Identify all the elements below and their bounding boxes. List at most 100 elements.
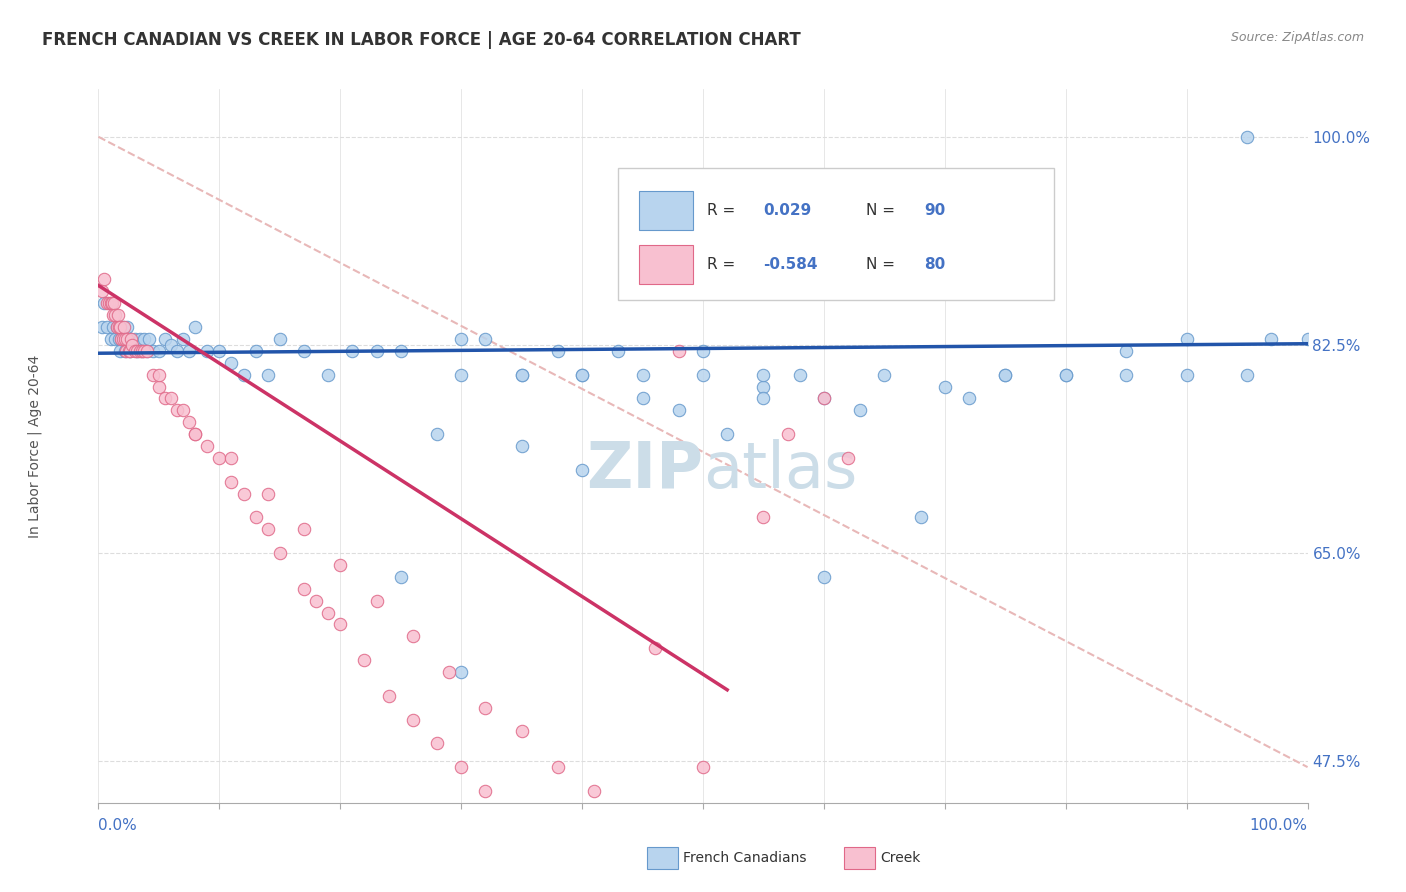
Point xyxy=(110,332,132,346)
Point xyxy=(256,486,278,500)
Point xyxy=(1175,368,1198,382)
Point xyxy=(128,332,150,346)
Point xyxy=(153,332,176,346)
Point xyxy=(292,522,315,536)
Point xyxy=(692,760,714,774)
Point xyxy=(101,320,124,334)
Point xyxy=(957,392,980,406)
Point xyxy=(221,450,243,465)
Point xyxy=(98,296,121,310)
Point xyxy=(450,665,472,679)
Point xyxy=(104,332,127,346)
Point xyxy=(305,593,328,607)
Point xyxy=(135,343,157,358)
Point xyxy=(108,343,131,358)
Text: R =: R = xyxy=(707,257,735,271)
Point xyxy=(583,784,606,798)
Point xyxy=(366,343,388,358)
Bar xyxy=(638,244,693,284)
Point xyxy=(142,343,165,358)
Point xyxy=(571,368,593,382)
Point xyxy=(100,332,122,346)
Point xyxy=(166,343,188,358)
Point xyxy=(221,356,243,370)
Point xyxy=(124,332,146,346)
Point xyxy=(692,368,714,382)
Point xyxy=(208,450,231,465)
Point xyxy=(114,343,136,358)
Point xyxy=(437,665,460,679)
Point xyxy=(474,332,496,346)
Point xyxy=(166,403,188,417)
Point xyxy=(108,320,131,334)
Point xyxy=(631,392,654,406)
Point xyxy=(121,338,143,352)
Point xyxy=(112,320,135,334)
Point xyxy=(716,843,738,857)
Point xyxy=(93,296,115,310)
Point xyxy=(117,320,139,334)
Point xyxy=(256,368,278,382)
Point xyxy=(813,392,835,406)
Point xyxy=(474,784,496,798)
Point xyxy=(118,343,141,358)
Point xyxy=(813,392,835,406)
Point xyxy=(96,320,118,334)
Point xyxy=(994,368,1017,382)
Point xyxy=(450,760,472,774)
Point xyxy=(118,332,141,346)
Point xyxy=(1115,368,1137,382)
Point xyxy=(128,343,150,358)
Point xyxy=(402,713,425,727)
Point xyxy=(994,368,1017,382)
Point xyxy=(160,392,183,406)
Point xyxy=(1236,368,1258,382)
Text: N =: N = xyxy=(866,257,896,271)
Point xyxy=(873,368,896,382)
Text: In Labor Force | Age 20-64: In Labor Force | Age 20-64 xyxy=(28,354,42,538)
Point xyxy=(153,392,176,406)
Point xyxy=(474,700,496,714)
Point xyxy=(121,338,143,352)
Point xyxy=(172,332,194,346)
Point xyxy=(115,343,138,358)
Point xyxy=(292,582,315,596)
Point xyxy=(644,641,666,656)
Point xyxy=(131,343,153,358)
Point xyxy=(148,379,170,393)
Point xyxy=(208,343,231,358)
Point xyxy=(716,427,738,442)
Point xyxy=(179,343,201,358)
Point xyxy=(837,450,859,465)
Point xyxy=(108,320,131,334)
Point xyxy=(107,320,129,334)
Point xyxy=(120,332,142,346)
Point xyxy=(1260,332,1282,346)
Text: ZIP: ZIP xyxy=(586,439,703,500)
Point xyxy=(1236,129,1258,144)
Point xyxy=(112,332,135,346)
Point xyxy=(93,272,115,286)
Point xyxy=(1054,368,1077,382)
Point xyxy=(389,570,412,584)
Point xyxy=(100,296,122,310)
Point xyxy=(118,343,141,358)
Point xyxy=(127,343,149,358)
Point xyxy=(1175,332,1198,346)
Text: N =: N = xyxy=(866,203,896,218)
Point xyxy=(142,368,165,382)
Point xyxy=(849,403,872,417)
Point xyxy=(111,320,134,334)
Point xyxy=(571,368,593,382)
Point xyxy=(547,343,569,358)
Point xyxy=(184,427,207,442)
Text: Source: ZipAtlas.com: Source: ZipAtlas.com xyxy=(1230,31,1364,45)
Point xyxy=(105,320,128,334)
Point xyxy=(910,510,932,524)
Point xyxy=(510,368,533,382)
Point xyxy=(118,343,141,358)
Point xyxy=(510,368,533,382)
Bar xyxy=(638,191,693,230)
Point xyxy=(510,439,533,453)
Text: French Canadians: French Canadians xyxy=(683,851,807,865)
